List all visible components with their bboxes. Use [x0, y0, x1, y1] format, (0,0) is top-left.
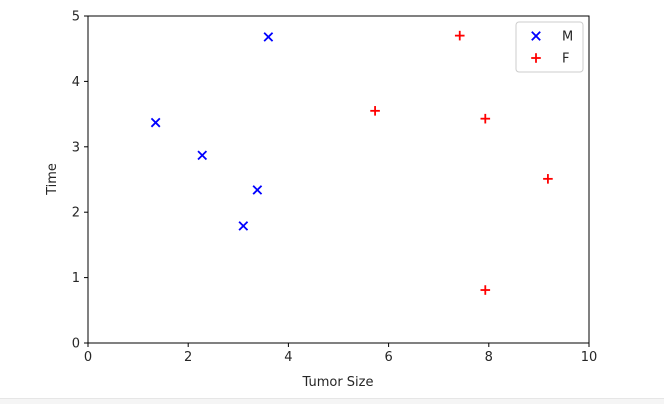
bottom-strip — [0, 398, 664, 404]
x-tick-label: 8 — [485, 350, 493, 365]
x-tick-label: 2 — [184, 350, 192, 365]
x-tick-label: 4 — [284, 350, 292, 365]
y-tick-label: 4 — [72, 75, 80, 90]
data-points — [150, 30, 553, 295]
point-f — [543, 174, 553, 184]
point-f — [454, 30, 465, 41]
legend-marker-m — [531, 31, 541, 41]
point-m — [197, 150, 208, 161]
point-m — [263, 32, 274, 42]
point-m — [238, 221, 249, 231]
legend-label-f: F — [562, 52, 569, 67]
y-axis-label: Time — [45, 163, 60, 196]
y-axis-ticks: 0 1 2 3 4 5 — [72, 10, 88, 352]
y-tick-label: 3 — [72, 140, 80, 155]
x-tick-label: 6 — [384, 350, 392, 365]
point-f — [370, 106, 380, 116]
plot-area — [87, 15, 590, 344]
point-m — [252, 185, 263, 195]
x-tick-label: 0 — [84, 350, 92, 365]
legend-label-m: M — [562, 30, 573, 45]
y-tick-label: 2 — [72, 206, 80, 221]
x-axis-ticks: 0 2 4 6 8 10 — [84, 343, 597, 365]
x-axis-label: Tumor Size — [302, 375, 374, 390]
legend-box — [515, 21, 584, 73]
y-tick-label: 1 — [72, 271, 80, 286]
point-f — [480, 285, 491, 295]
plot-frame — [87, 15, 590, 344]
point-m — [150, 117, 161, 128]
x-tick-label: 10 — [581, 350, 598, 365]
legend: MF — [515, 21, 584, 73]
point-f — [480, 113, 491, 124]
y-tick-label: 5 — [72, 10, 80, 25]
legend-marker-f — [531, 53, 541, 63]
y-tick-label: 0 — [72, 337, 80, 352]
